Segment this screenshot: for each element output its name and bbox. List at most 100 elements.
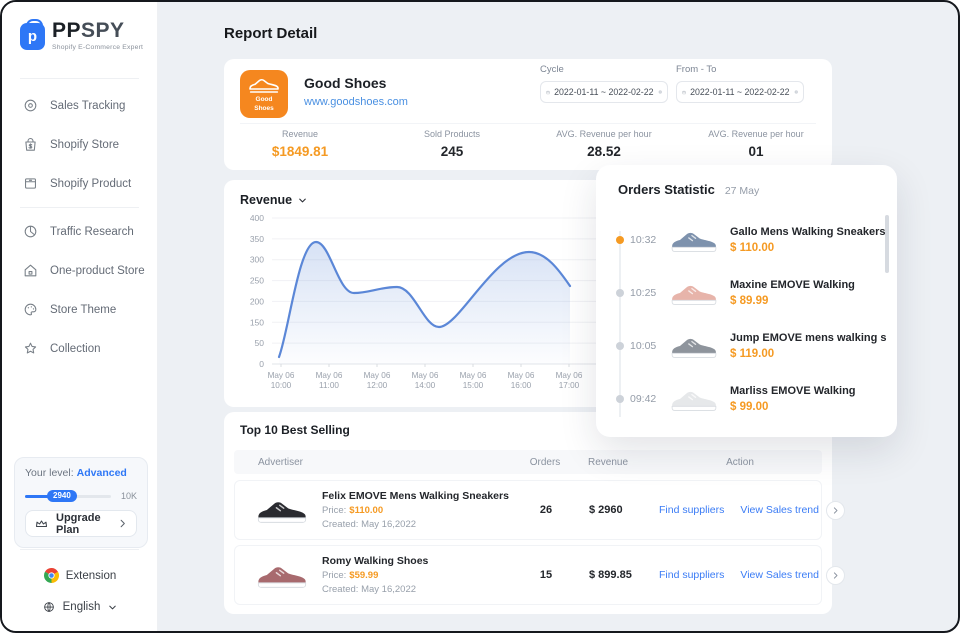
stat-avg1-value: 28.52 xyxy=(587,144,621,159)
cycle-date-range-input[interactable]: 2022-01-11 ~ 2022-02-22 xyxy=(540,81,668,103)
sidebar-item-shopify-product[interactable]: Shopify Product xyxy=(2,164,157,203)
sidebar-item-label: One-product Store xyxy=(50,264,145,277)
product-image xyxy=(668,222,720,258)
order-product-name: Jump EMOVE mens walking s... xyxy=(730,331,886,344)
x-tick-time: 17:00 xyxy=(559,381,580,390)
brand-tagline: Shopify E-Commerce Expert xyxy=(52,44,144,51)
sidebar-item-shopify-store[interactable]: Shopify Store xyxy=(2,125,157,164)
sidebar-item-store-theme[interactable]: Store Theme xyxy=(2,290,157,329)
x-tick-date: May 06 xyxy=(460,371,487,380)
store-logo: Good Shoes xyxy=(240,70,288,118)
revenue-value: $ 899.85 xyxy=(589,569,632,581)
level-progress: 2940 10K xyxy=(25,489,137,502)
chevron-right-icon xyxy=(833,506,838,514)
x-tick-time: 15:00 xyxy=(463,381,484,390)
order-item[interactable]: 09:42 Marliss EMOVE Walking $ 99.00 xyxy=(596,372,883,425)
sidebar-item-sales-tracking[interactable]: Sales Tracking xyxy=(2,86,157,125)
order-price: $ 110.00 xyxy=(730,241,775,254)
chart-title: Revenue xyxy=(240,193,293,207)
view-sales-trend-link[interactable]: View Sales trend xyxy=(740,569,819,581)
progress-current-badge: 2940 xyxy=(47,489,77,502)
brand-name: PPSPY xyxy=(52,19,125,42)
x-tick-date: May 06 xyxy=(556,371,583,380)
column-orders: Orders xyxy=(529,456,561,468)
product-image xyxy=(255,490,309,530)
column-advertiser: Advertiser xyxy=(258,456,304,468)
target-icon xyxy=(24,99,37,112)
timeline-dot xyxy=(616,394,624,403)
sidebar-item-traffic-research[interactable]: Traffic Research xyxy=(2,212,157,251)
revenue-value: $ 2960 xyxy=(589,504,623,516)
level-card: Your level: Advanced 2940 10K Upgrade Pla… xyxy=(14,457,148,548)
sidebar-item-label: Shopify Product xyxy=(50,177,132,190)
stat-avg-revenue-1: AVG. Revenue per hour 28.52 xyxy=(528,129,680,159)
stat-revenue: Revenue $1849.81 xyxy=(224,129,376,159)
y-tick: 350 xyxy=(250,234,264,244)
clear-icon[interactable] xyxy=(658,86,663,98)
y-tick: 200 xyxy=(250,296,264,306)
sidebar-item-collection[interactable]: Collection xyxy=(2,329,157,368)
chevron-right-icon xyxy=(833,571,838,579)
column-action: Action xyxy=(726,456,754,468)
y-tick: 250 xyxy=(250,276,264,286)
chevron-down-icon xyxy=(109,605,117,609)
y-tick: 0 xyxy=(259,359,264,369)
divider xyxy=(240,123,816,124)
sidebar-item-label: Shopify Store xyxy=(50,138,120,151)
view-trend-chevron-button[interactable] xyxy=(825,500,845,520)
x-tick-time: 11:00 xyxy=(319,381,339,390)
column-revenue: Revenue xyxy=(588,456,629,468)
pie-clock-icon xyxy=(24,225,37,238)
scrollbar-thumb[interactable] xyxy=(885,215,889,273)
find-suppliers-link[interactable]: Find suppliers xyxy=(659,569,725,581)
view-sales-trend-link[interactable]: View Sales trend xyxy=(740,504,819,516)
extension-label: Extension xyxy=(65,569,117,582)
orders-date: 27 May xyxy=(724,185,760,197)
order-item[interactable]: 10:25 Maxine EMOVE Walking $ 89.99 xyxy=(596,266,883,319)
fromto-date-range-input[interactable]: 2022-01-11 ~ 2022-02-22 xyxy=(676,81,804,103)
stat-revenue-value: $1849.81 xyxy=(271,144,329,159)
order-item[interactable]: 10:05 Jump EMOVE mens walking s... $ 119… xyxy=(596,319,886,372)
extension-link[interactable]: Extension xyxy=(2,568,158,583)
timeline-dot xyxy=(616,341,624,350)
store-url-link[interactable]: www.goodshoes.com xyxy=(304,96,408,108)
bag-dollar-icon xyxy=(25,137,36,151)
cycle-label: Cycle xyxy=(540,64,564,75)
product-name: Felix EMOVE Mens Walking Sneakers xyxy=(322,490,509,502)
order-time: 10:05 xyxy=(630,339,657,352)
chevron-right-icon xyxy=(120,519,125,528)
orders-title: Orders Statistic xyxy=(618,182,715,197)
sidebar-item-one-product-store[interactable]: One-product Store xyxy=(2,251,157,290)
sidebar-item-label: Traffic Research xyxy=(50,225,134,238)
calendar-icon xyxy=(682,90,686,94)
view-trend-chevron-button[interactable] xyxy=(825,565,845,585)
stats-row: Revenue $1849.81 Sold Products 245 AVG. … xyxy=(224,129,832,159)
find-suppliers-link[interactable]: Find suppliers xyxy=(659,504,725,516)
orders-count: 26 xyxy=(539,504,553,516)
table-row: Romy Walking Shoes Price: $59.99 Created:… xyxy=(234,545,845,605)
order-product-name: Maxine EMOVE Walking xyxy=(730,278,855,291)
palette-icon xyxy=(24,303,37,316)
language-label: English xyxy=(62,601,101,613)
language-selector[interactable]: English xyxy=(2,600,158,614)
fromto-date-group: From - To 2022-01-11 ~ 2022-02-22 xyxy=(676,64,804,103)
order-product-name: Gallo Mens Walking Sneakers... xyxy=(730,225,886,238)
created-label: Created: xyxy=(322,584,359,595)
table-header: Advertiser Orders Revenue Action xyxy=(234,450,822,474)
x-tick-date: May 06 xyxy=(316,371,343,380)
upgrade-plan-button[interactable]: Upgrade Plan xyxy=(25,510,137,537)
clear-icon[interactable] xyxy=(794,86,799,98)
fromto-label: From - To xyxy=(676,64,717,75)
orders-statistic-panel: Orders Statistic 27 May 10:32 Gallo Mens… xyxy=(596,165,897,437)
timeline-dot xyxy=(616,235,624,244)
level-value: Advanced xyxy=(76,467,127,479)
stat-avg-revenue-2: AVG. Revenue per hour 01 xyxy=(680,129,832,159)
stat-sold-products: Sold Products 245 xyxy=(376,129,528,159)
x-tick-date: May 06 xyxy=(508,371,535,380)
order-price: $ 99.00 xyxy=(730,400,769,413)
price-label: Price: xyxy=(322,505,347,516)
order-item[interactable]: 10:32 Gallo Mens Walking Sneakers... $ 1… xyxy=(596,213,886,266)
sidebar-item-label: Store Theme xyxy=(50,303,117,316)
revenue-metric-select[interactable]: Revenue xyxy=(240,193,308,207)
orders-count: 15 xyxy=(539,569,553,581)
